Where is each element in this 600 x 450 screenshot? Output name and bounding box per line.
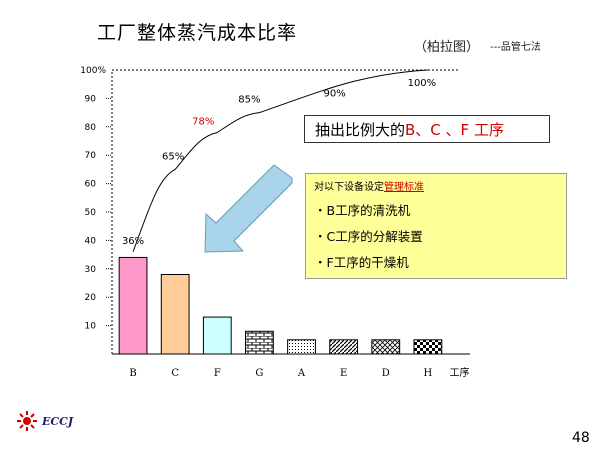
x-category-label: C: [171, 368, 179, 379]
x-category-label: F: [214, 368, 221, 379]
cumulative-label: 90%: [323, 88, 345, 99]
callout-prefix: 抽出比例大的: [315, 121, 406, 139]
x-category-label: E: [340, 368, 347, 379]
cumulative-label: 36%: [122, 236, 144, 247]
bar-D: [371, 339, 401, 355]
callout-highlight: B、C 、F 工序: [405, 121, 504, 139]
note-item: ・B工序的清洗机: [314, 203, 411, 218]
sunburst-icon: [17, 411, 37, 431]
cumulative-label: 85%: [238, 95, 260, 106]
x-category-label: D: [382, 368, 390, 379]
x-category-label: B: [129, 368, 136, 379]
bar-A: [287, 339, 316, 355]
chart-title: 工厂整体蒸汽成本比率: [97, 22, 298, 44]
bar-E: [329, 339, 359, 355]
y-tick-label: 60: [85, 180, 97, 190]
x-category-label: A: [297, 368, 306, 379]
y-tick-label: 50: [85, 208, 97, 218]
page-number: 48: [572, 430, 590, 446]
x-category-label: G: [255, 368, 263, 379]
management-note-box: 对以下设备设定管理标准 ・B工序的清洗机 ・C工序的分解装置 ・F工序的干燥机: [305, 173, 567, 279]
note-heading: 对以下设备设定管理标准: [314, 178, 558, 193]
note-item: ・F工序的干燥机: [314, 255, 409, 270]
bar-F: [202, 316, 232, 355]
x-category-label: H: [424, 368, 433, 379]
note-heading-emphasis: 管理标准: [384, 182, 424, 193]
y-tick-label: 90: [85, 94, 97, 104]
note-heading-prefix: 对以下设备设定: [314, 182, 384, 193]
callout-box: 抽出比例大的B、C 、F 工序: [304, 115, 550, 143]
eccj-logo: ECCJ: [16, 410, 73, 432]
y-tick-label: 30: [85, 265, 97, 275]
logo-text: ECCJ: [42, 414, 74, 428]
y-tick-label: 20: [85, 293, 97, 303]
y-tick-label-top: 100%: [80, 66, 106, 76]
y-tick-label: 10: [85, 322, 97, 332]
y-tick-label: 80: [85, 123, 97, 133]
bar-H: [413, 339, 443, 355]
y-tick-label: 40: [85, 236, 97, 246]
bar-C: [160, 273, 190, 355]
chart-subtitle: （柏拉图）: [414, 40, 480, 55]
callout-arrow: [204, 164, 293, 253]
y-tick-label: 70: [85, 151, 97, 161]
cumulative-label: 65%: [162, 151, 184, 162]
cumulative-label: 100%: [408, 78, 437, 89]
x-axis-label: 工序: [449, 366, 469, 379]
note-item: ・C工序的分解装置: [314, 229, 423, 244]
bar-G: [245, 330, 274, 355]
cumulative-label: 78%: [192, 116, 214, 127]
bar-B: [118, 256, 148, 355]
cumulative-line: [132, 69, 428, 252]
source-note: ---品管七法: [490, 42, 541, 53]
